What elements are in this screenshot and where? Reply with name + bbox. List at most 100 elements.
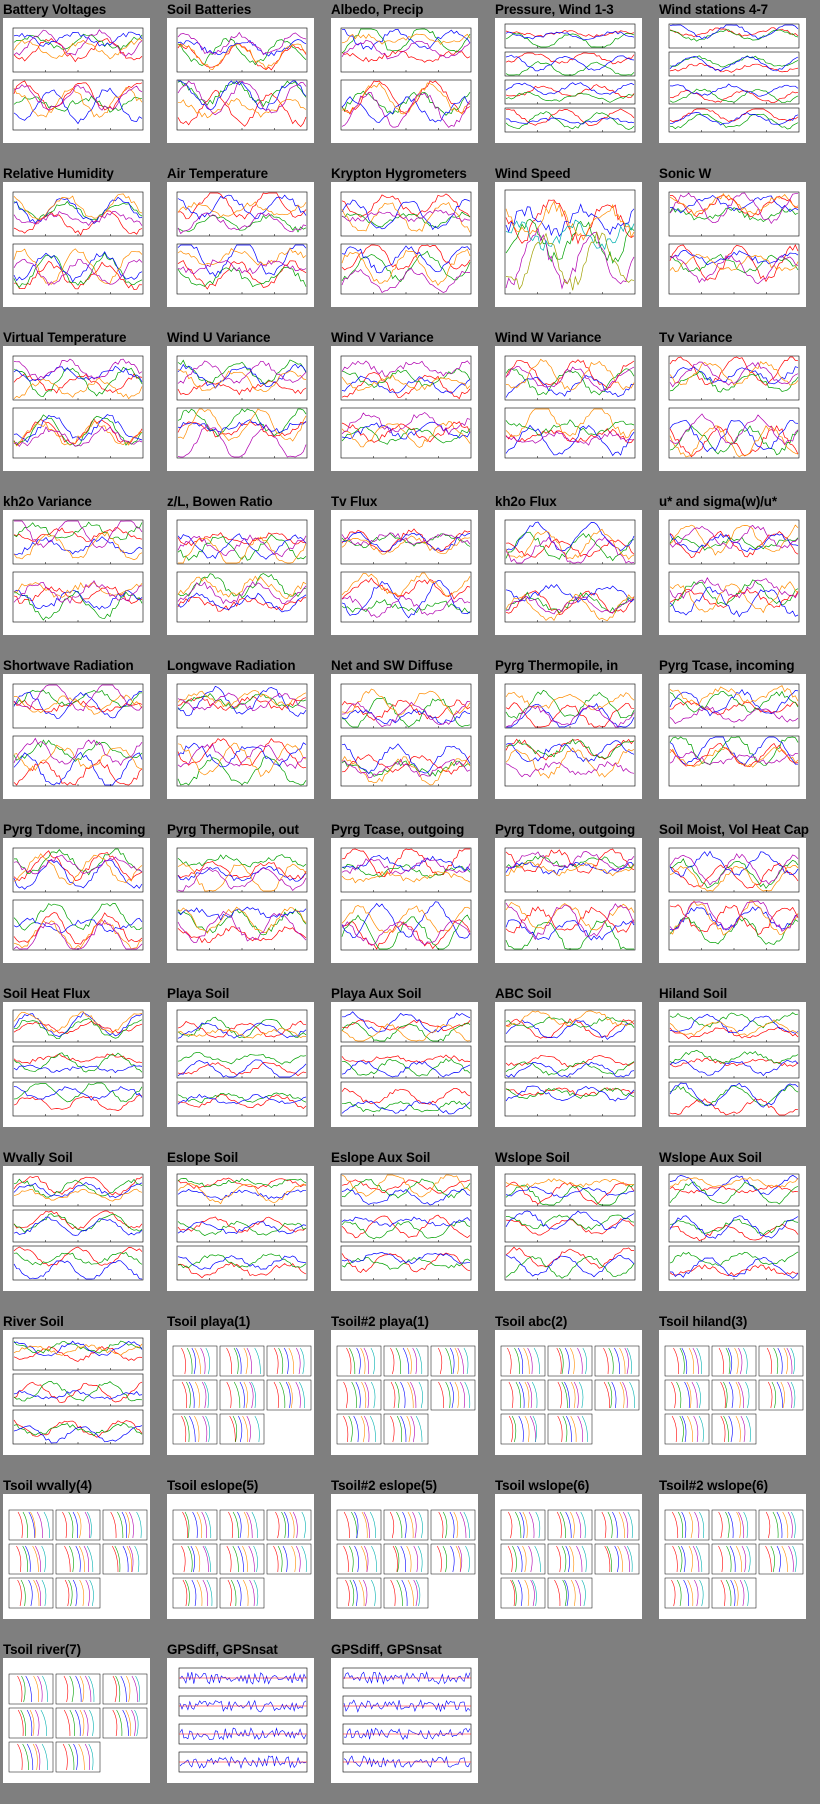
plot-title: Pyrg Tcase, outgoing	[331, 822, 465, 837]
plot-thumbnail-link[interactable]	[331, 182, 478, 307]
plot-thumbnail-link[interactable]	[3, 346, 150, 471]
plot-thumbnail-link[interactable]	[167, 182, 314, 307]
plot-thumbnail-link[interactable]	[3, 18, 150, 143]
plot-thumbnail-link[interactable]	[659, 510, 806, 635]
plot-thumbnail-image	[668, 355, 800, 459]
plot-cell: Wslope Soil	[492, 1148, 656, 1312]
plot-thumbnail-link[interactable]	[495, 1002, 642, 1127]
plot-thumbnail-image	[12, 355, 144, 459]
plot-title: Wind stations 4-7	[659, 2, 769, 17]
plot-cell: ABC Soil	[492, 984, 656, 1148]
plot-thumbnail-image	[342, 1667, 472, 1773]
plot-thumbnail-link[interactable]	[331, 1658, 478, 1783]
plot-thumbnail-link[interactable]	[3, 838, 150, 963]
plot-thumbnail-link[interactable]	[659, 182, 806, 307]
plot-cell: Tsoil playa(1)	[164, 1312, 328, 1476]
plot-thumbnail-link[interactable]	[167, 346, 314, 471]
plot-thumbnail-link[interactable]	[331, 18, 478, 143]
plot-thumbnail-link[interactable]	[495, 674, 642, 799]
plot-cell: Tsoil eslope(5)	[164, 1476, 328, 1640]
plot-cell: Eslope Aux Soil	[328, 1148, 492, 1312]
plot-thumbnail-link[interactable]	[331, 1494, 478, 1619]
plot-thumbnail-link[interactable]	[659, 674, 806, 799]
plot-thumbnail-link[interactable]	[331, 1330, 478, 1455]
plot-thumbnail-image	[8, 1509, 148, 1609]
plot-thumbnail-link[interactable]	[3, 674, 150, 799]
plot-thumbnail-link[interactable]	[167, 1658, 314, 1783]
plot-thumbnail-link[interactable]	[3, 1330, 150, 1455]
plot-thumbnail-link[interactable]	[167, 838, 314, 963]
plot-thumbnail-link[interactable]	[495, 182, 642, 307]
plot-title: Soil Heat Flux	[3, 986, 91, 1001]
plot-thumbnail-link[interactable]	[659, 1166, 806, 1291]
plot-title: Playa Aux Soil	[331, 986, 422, 1001]
plot-cell: Soil Heat Flux	[0, 984, 164, 1148]
plot-thumbnail-link[interactable]	[167, 1166, 314, 1291]
plot-thumbnail-link[interactable]	[167, 18, 314, 143]
plot-thumbnail-link[interactable]	[495, 838, 642, 963]
plot-cell: u* and sigma(w)/u*	[656, 492, 820, 656]
plot-title: Relative Humidity	[3, 166, 114, 181]
plot-cell: Net and SW Diffuse	[328, 656, 492, 820]
plot-thumbnail-image	[668, 23, 800, 133]
plot-title: Sonic W	[659, 166, 712, 181]
plot-thumbnail-image	[504, 519, 636, 623]
plot-title: Tsoil wvally(4)	[3, 1478, 93, 1493]
plot-title: Virtual Temperature	[3, 330, 127, 345]
plot-thumbnail-image	[178, 1667, 308, 1773]
plot-title: Wind U Variance	[167, 330, 271, 345]
plot-thumbnail-image	[504, 355, 636, 459]
plot-thumbnail-image	[504, 1009, 636, 1117]
plot-thumbnail-link[interactable]	[331, 510, 478, 635]
plot-thumbnail-image	[504, 23, 636, 133]
plot-cell: Relative Humidity	[0, 164, 164, 328]
plot-thumbnail-link[interactable]	[331, 1166, 478, 1291]
plot-title: Wind V Variance	[331, 330, 434, 345]
plot-thumbnail-link[interactable]	[3, 1166, 150, 1291]
plot-thumbnail-link[interactable]	[659, 18, 806, 143]
plot-title: u* and sigma(w)/u*	[659, 494, 777, 509]
plot-thumbnail-image	[172, 1509, 312, 1609]
plot-thumbnail-link[interactable]	[659, 1330, 806, 1455]
plot-thumbnail-link[interactable]	[495, 1166, 642, 1291]
plot-thumbnail-link[interactable]	[495, 18, 642, 143]
plot-thumbnail-link[interactable]	[331, 1002, 478, 1127]
plot-thumbnail-link[interactable]	[167, 1330, 314, 1455]
plot-title: Net and SW Diffuse	[331, 658, 453, 673]
plot-thumbnail-link[interactable]	[331, 838, 478, 963]
plot-cell: Pyrg Thermopile, out	[164, 820, 328, 984]
plot-thumbnail-image	[12, 1009, 144, 1117]
plot-thumbnail-link[interactable]	[659, 1494, 806, 1619]
plot-thumbnail-image	[668, 1009, 800, 1117]
plot-title: Pyrg Tcase, incoming	[659, 658, 795, 673]
plot-thumbnail-link[interactable]	[3, 510, 150, 635]
plot-thumbnail-link[interactable]	[495, 1330, 642, 1455]
plot-thumbnail-link[interactable]	[3, 1002, 150, 1127]
plot-thumbnail-link[interactable]	[3, 182, 150, 307]
plot-thumbnail-link[interactable]	[495, 346, 642, 471]
plot-thumbnail-link[interactable]	[3, 1658, 150, 1783]
plot-cell: Tsoil river(7)	[0, 1640, 164, 1804]
plot-thumbnail-link[interactable]	[495, 510, 642, 635]
plot-title: Tsoil#2 playa(1)	[331, 1314, 429, 1329]
plot-cell: Battery Voltages	[0, 0, 164, 164]
plot-thumbnail-link[interactable]	[167, 510, 314, 635]
plot-thumbnail-link[interactable]	[3, 1494, 150, 1619]
plot-thumbnail-link[interactable]	[659, 346, 806, 471]
plot-title: Wind W Variance	[495, 330, 602, 345]
plot-thumbnail-link[interactable]	[495, 1494, 642, 1619]
plot-cell: Wind W Variance	[492, 328, 656, 492]
plot-thumbnail-link[interactable]	[331, 346, 478, 471]
plot-thumbnail-link[interactable]	[167, 1002, 314, 1127]
plot-thumbnail-image	[340, 683, 472, 787]
plot-thumbnail-link[interactable]	[659, 1002, 806, 1127]
plot-thumbnail-image	[176, 847, 308, 951]
plot-thumbnail-link[interactable]	[659, 838, 806, 963]
plot-cell: Tv Variance	[656, 328, 820, 492]
plot-thumbnail-link[interactable]	[331, 674, 478, 799]
plot-title: Tv Flux	[331, 494, 378, 509]
plot-title: Wind Speed	[495, 166, 571, 181]
plot-thumbnail-image	[176, 1009, 308, 1117]
plot-thumbnail-link[interactable]	[167, 1494, 314, 1619]
plot-thumbnail-link[interactable]	[167, 674, 314, 799]
